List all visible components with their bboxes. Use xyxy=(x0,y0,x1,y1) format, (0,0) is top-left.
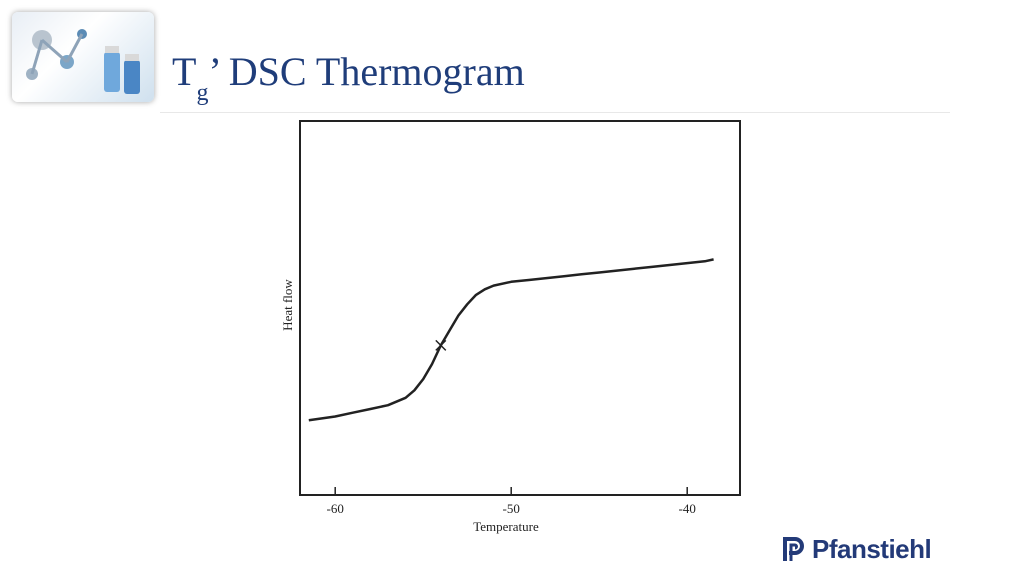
x-tick-label: -40 xyxy=(679,501,696,516)
tg-marker xyxy=(435,339,447,351)
plot-frame xyxy=(299,120,741,496)
slide-title: Tg’ DSC Thermogram xyxy=(172,49,525,106)
title-divider xyxy=(160,112,950,113)
x-tick-label: -60 xyxy=(327,501,344,516)
title-rest: ’ DSC Thermogram xyxy=(208,49,525,94)
x-tick-label: -50 xyxy=(503,501,520,516)
title-main: T xyxy=(172,49,197,94)
pfanstiehl-logo: Pfanstiehl xyxy=(780,533,932,565)
header-image xyxy=(12,12,154,102)
dsc-thermogram-chart: Heat flow Temperature -60 -50 -40 xyxy=(280,120,741,534)
logo-text: Pfanstiehl xyxy=(812,533,932,564)
molecule-vials-illustration xyxy=(26,29,140,94)
heat-flow-line xyxy=(308,258,714,422)
x-axis-ticks: -60 -50 -40 xyxy=(327,487,696,516)
x-axis-label: Temperature xyxy=(473,519,539,534)
series-group xyxy=(308,258,714,422)
title-subscript: g xyxy=(196,80,209,106)
pfanstiehl-logo-icon xyxy=(783,537,804,561)
y-axis-label: Heat flow xyxy=(280,279,295,331)
